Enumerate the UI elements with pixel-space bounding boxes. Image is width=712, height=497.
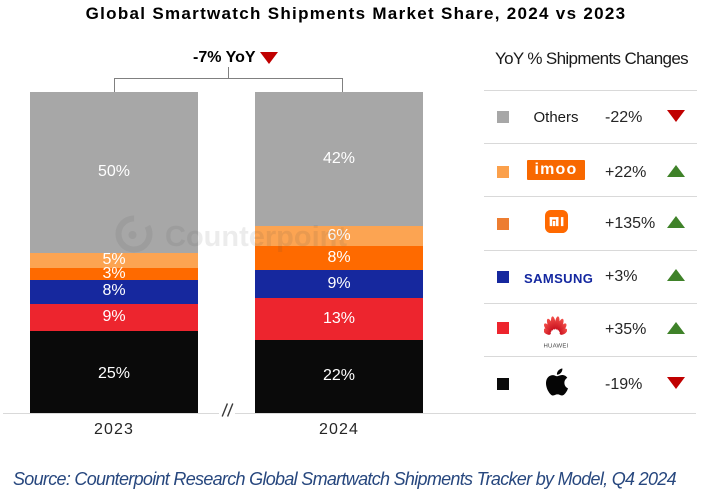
svg-text:HUAWEI: HUAWEI [544,343,569,350]
svg-text:Counterpoint: Counterpoint [165,221,347,253]
